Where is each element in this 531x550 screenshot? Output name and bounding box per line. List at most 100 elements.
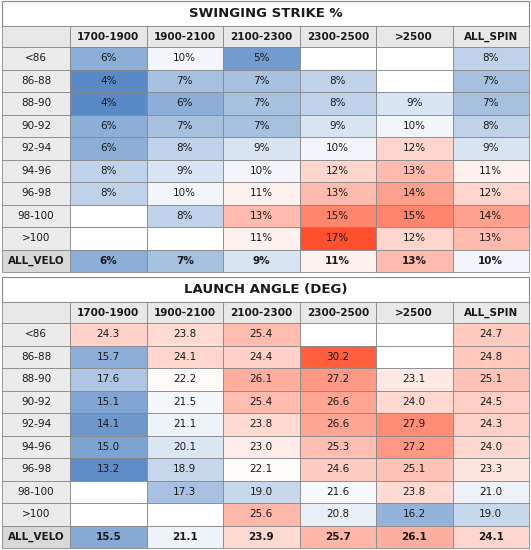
Bar [299, 114, 376, 137]
Text: 20.8: 20.8 [326, 509, 349, 519]
Bar [299, 26, 376, 47]
Text: 13%: 13% [326, 188, 349, 198]
Bar [223, 47, 299, 69]
Bar [299, 92, 376, 114]
Bar [376, 92, 452, 114]
Text: 8%: 8% [330, 76, 346, 86]
Bar [70, 368, 147, 390]
Text: 18.9: 18.9 [173, 464, 196, 474]
Bar [223, 390, 299, 413]
Bar [70, 114, 147, 137]
Bar [376, 47, 452, 69]
Text: 9%: 9% [252, 256, 270, 266]
Bar [70, 458, 147, 481]
Text: 7%: 7% [253, 76, 270, 86]
Text: 13%: 13% [402, 256, 427, 266]
Text: 19.0: 19.0 [479, 509, 502, 519]
Text: 24.1: 24.1 [478, 532, 504, 542]
Text: 15%: 15% [326, 211, 349, 221]
Bar [2, 368, 70, 390]
Text: 14%: 14% [402, 188, 426, 198]
Text: 5%: 5% [253, 53, 270, 63]
Bar [376, 69, 452, 92]
Bar [223, 114, 299, 137]
Bar [70, 250, 147, 272]
Bar [452, 114, 529, 137]
Text: 26.6: 26.6 [326, 419, 349, 429]
Text: 98-100: 98-100 [18, 487, 54, 497]
Bar [299, 250, 376, 272]
Bar [452, 436, 529, 458]
Text: 9%: 9% [483, 143, 499, 153]
Text: 14.1: 14.1 [97, 419, 120, 429]
Text: 24.5: 24.5 [479, 397, 502, 407]
Bar [147, 227, 223, 250]
Bar [452, 458, 529, 481]
Bar [2, 205, 70, 227]
Bar [452, 368, 529, 390]
Text: 21.0: 21.0 [479, 487, 502, 497]
Bar [2, 413, 70, 436]
Text: 23.8: 23.8 [250, 419, 273, 429]
Text: 17.6: 17.6 [97, 374, 120, 384]
Text: 6%: 6% [100, 121, 116, 131]
Bar [299, 525, 376, 548]
Text: <86: <86 [25, 329, 47, 339]
Bar [452, 390, 529, 413]
Bar [452, 205, 529, 227]
Bar [452, 92, 529, 114]
Text: 88-90: 88-90 [21, 374, 51, 384]
Bar [147, 302, 223, 323]
Text: <86: <86 [25, 53, 47, 63]
Text: 24.6: 24.6 [326, 464, 349, 474]
Text: 92-94: 92-94 [21, 419, 51, 429]
Bar [376, 205, 452, 227]
Bar [70, 47, 147, 69]
Bar [223, 69, 299, 92]
Bar [376, 137, 452, 159]
Bar [299, 503, 376, 525]
Bar [299, 390, 376, 413]
Bar [223, 481, 299, 503]
Bar [70, 323, 147, 345]
Text: 23.9: 23.9 [249, 532, 274, 542]
Text: 7%: 7% [483, 76, 499, 86]
Text: 25.6: 25.6 [250, 509, 273, 519]
Bar [2, 458, 70, 481]
Text: 24.8: 24.8 [479, 352, 502, 362]
Bar [452, 137, 529, 159]
Bar [2, 92, 70, 114]
Text: 30.2: 30.2 [326, 352, 349, 362]
Text: 25.1: 25.1 [479, 374, 502, 384]
Text: 1700-1900: 1700-1900 [77, 31, 139, 41]
Bar [147, 481, 223, 503]
Text: >2500: >2500 [396, 307, 433, 317]
Bar [452, 503, 529, 525]
Bar [452, 525, 529, 548]
Bar [70, 160, 147, 182]
Text: 17.3: 17.3 [173, 487, 196, 497]
Text: >2500: >2500 [396, 31, 433, 41]
Bar [2, 1, 529, 26]
Bar [452, 413, 529, 436]
Bar [376, 345, 452, 368]
Bar [299, 137, 376, 159]
Text: 10%: 10% [173, 53, 196, 63]
Text: 19.0: 19.0 [250, 487, 273, 497]
Text: 8%: 8% [100, 166, 116, 176]
Bar [2, 160, 70, 182]
Bar [147, 525, 223, 548]
Bar [147, 413, 223, 436]
Text: 25.3: 25.3 [326, 442, 349, 452]
Text: 22.2: 22.2 [173, 374, 196, 384]
Text: 24.0: 24.0 [479, 442, 502, 452]
Text: 11%: 11% [479, 166, 502, 176]
Text: 24.7: 24.7 [479, 329, 502, 339]
Bar [452, 481, 529, 503]
Text: 23.8: 23.8 [402, 487, 426, 497]
Text: 8%: 8% [330, 98, 346, 108]
Bar [147, 390, 223, 413]
Bar [70, 92, 147, 114]
Bar [147, 47, 223, 69]
Bar [70, 345, 147, 368]
